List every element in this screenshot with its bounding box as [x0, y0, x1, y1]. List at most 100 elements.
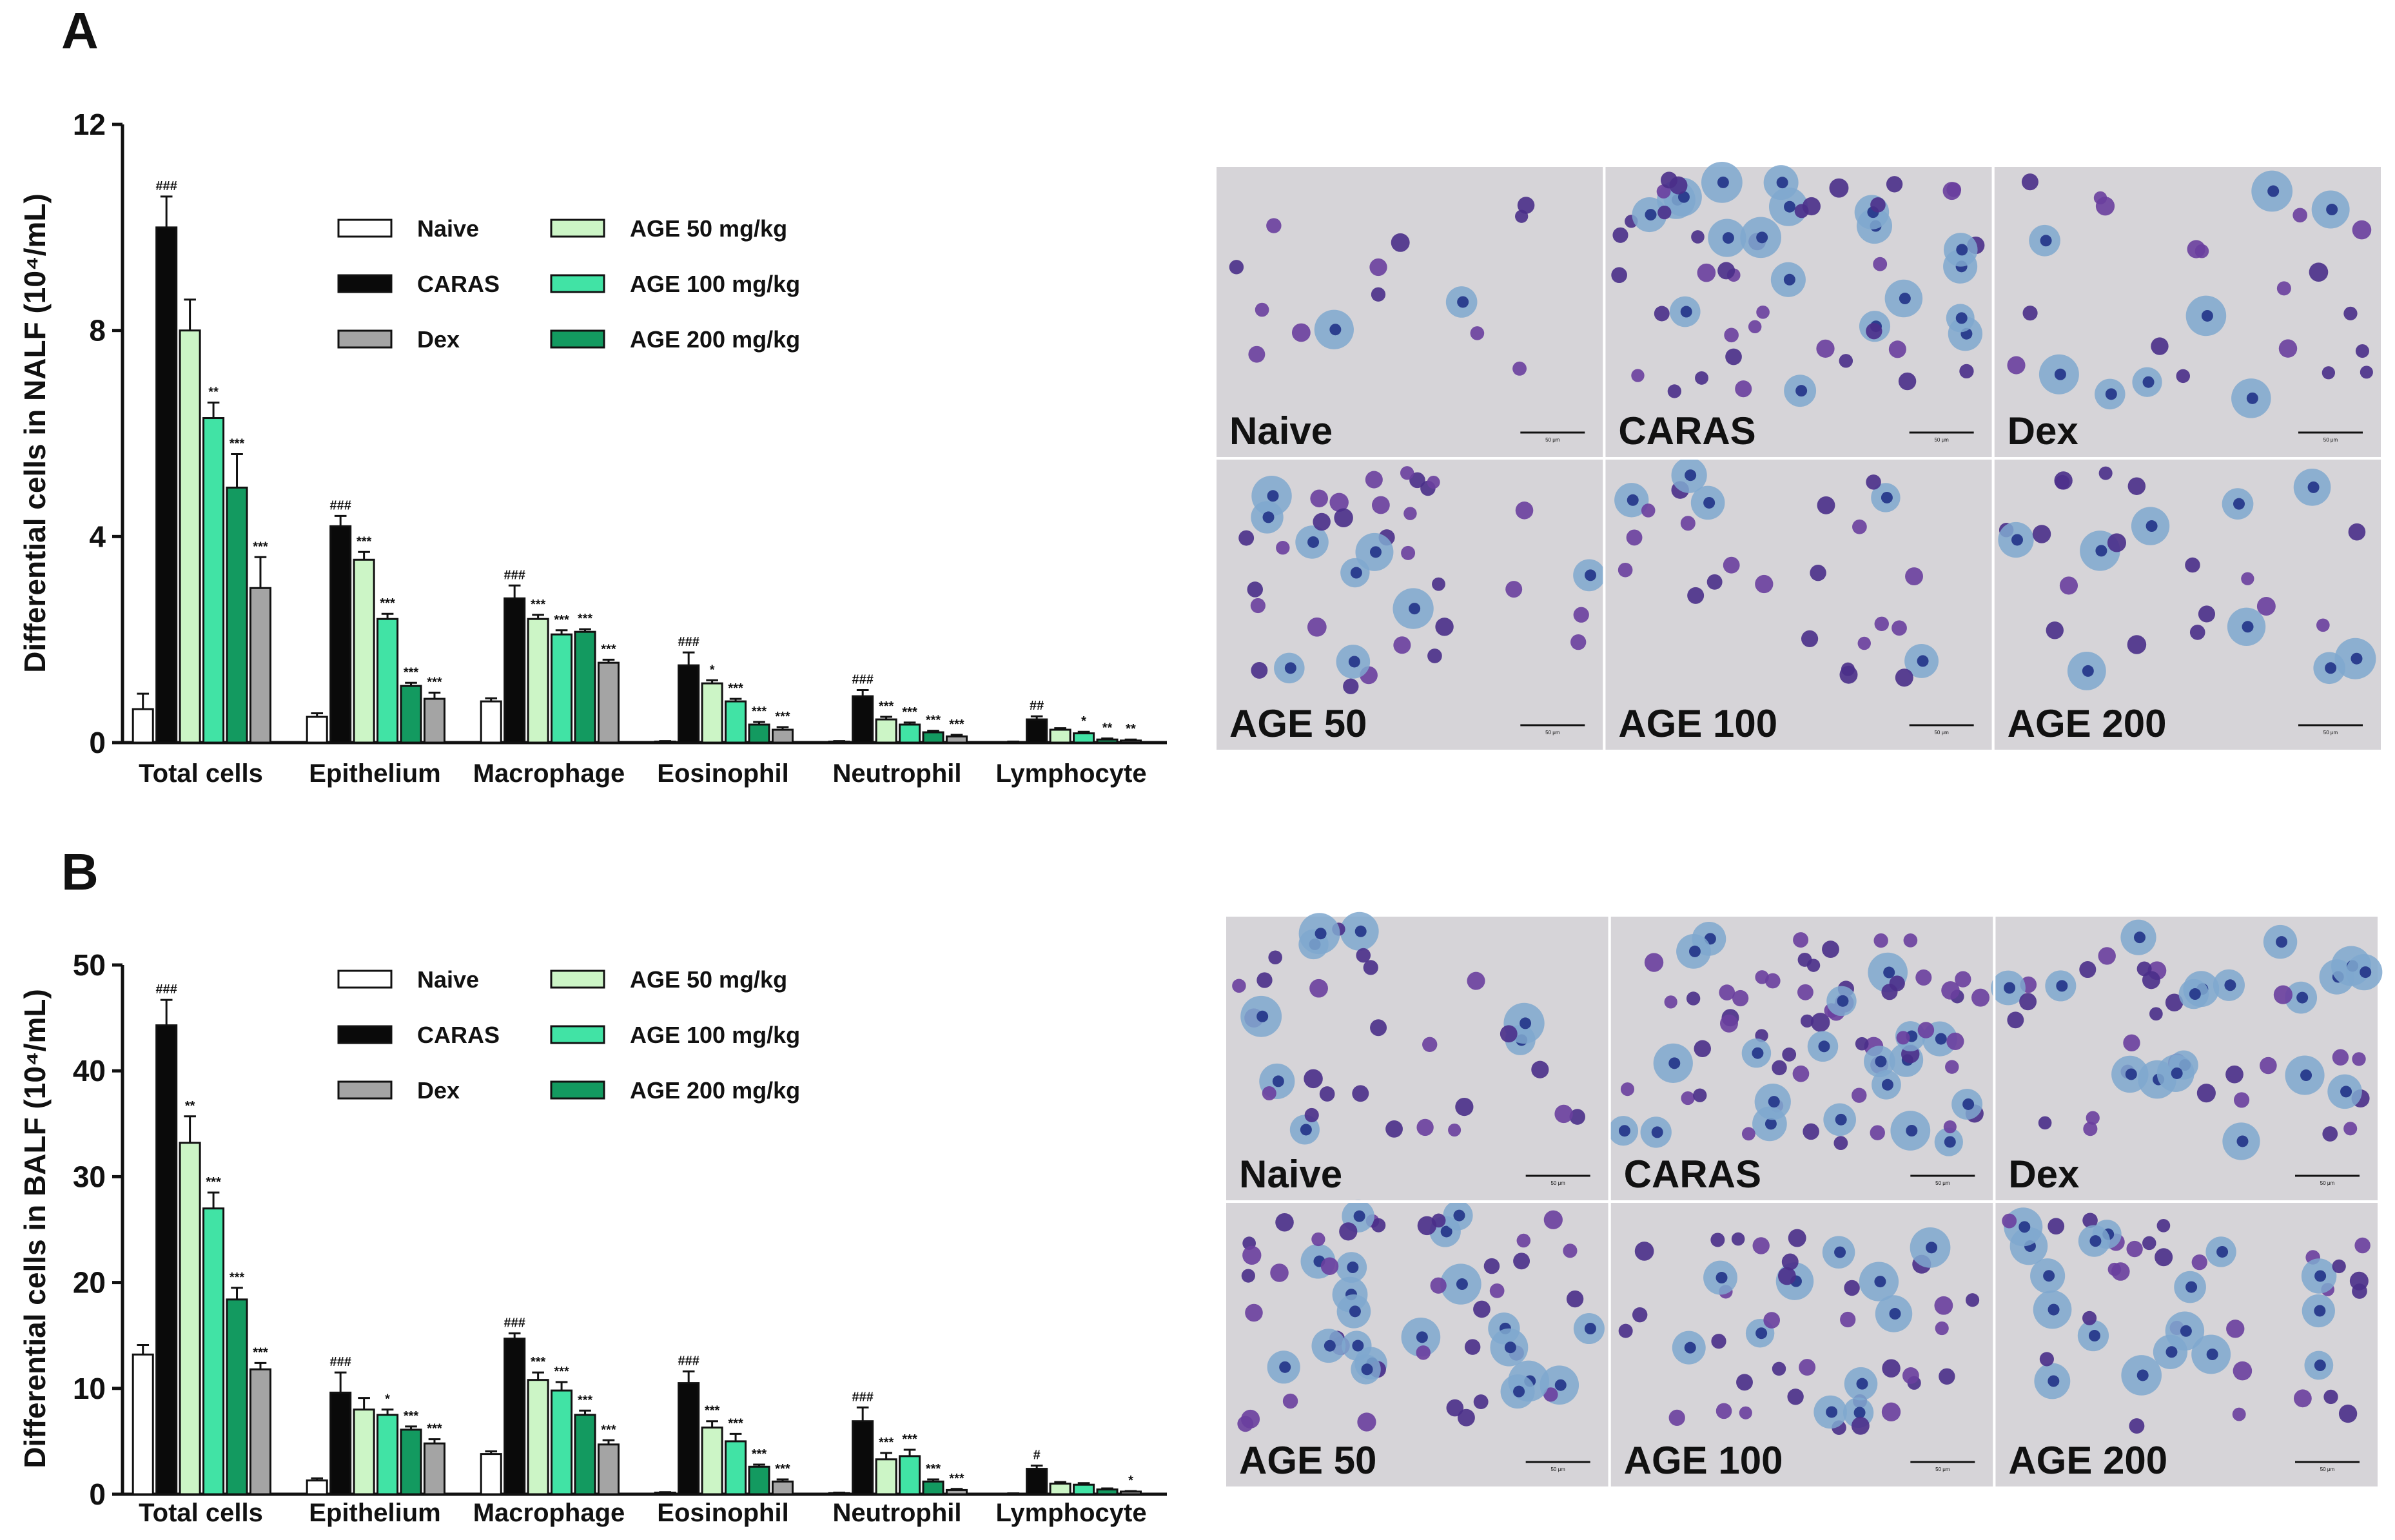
micrograph-label: Naive: [1239, 1153, 1342, 1196]
cell: [1427, 476, 1440, 489]
cell: [1446, 1399, 1464, 1417]
cell-nucleus: [1688, 945, 1701, 957]
x-category-label: Lymphocyte: [995, 1499, 1146, 1527]
cell: [1319, 1086, 1335, 1102]
x-category-label: Neutrophil: [833, 759, 962, 788]
x-category-label: Macrophage: [473, 759, 625, 788]
cell: [1888, 340, 1906, 358]
cell: [1634, 1242, 1654, 1261]
cell: [1357, 1412, 1376, 1432]
cell: [2273, 985, 2292, 1004]
scale-bar-label: 50 μm: [2323, 730, 2338, 736]
cell: [1873, 933, 1888, 948]
significance-label: ###: [155, 179, 177, 193]
cell: [1833, 1136, 1848, 1151]
cell: [1852, 519, 1867, 534]
cell: [1250, 598, 1266, 614]
cell: [1618, 562, 1633, 578]
micrograph-label: AGE 100: [1624, 1439, 1783, 1482]
significance-label: ###: [678, 1354, 699, 1369]
cell: [2332, 1259, 2346, 1274]
cell: [1238, 530, 1255, 546]
significance-label: ***: [578, 612, 593, 626]
cell: [1500, 1025, 1518, 1043]
cell-nucleus: [1348, 656, 1360, 668]
cell: [2083, 1122, 2098, 1136]
bar-age-200-mg-kg-eosinophil: [748, 723, 770, 744]
cell: [1840, 1311, 1856, 1328]
cell-nucleus: [2019, 1221, 2031, 1233]
cell-nucleus: [1284, 662, 1296, 674]
cell: [2348, 523, 2366, 541]
cell: [1739, 1406, 1752, 1419]
cell: [1945, 1060, 1959, 1074]
cell: [1569, 1109, 1585, 1125]
micrograph-label: Dex: [2008, 1153, 2079, 1196]
cell: [1483, 1258, 1500, 1274]
cell-nucleus: [2136, 1369, 2149, 1381]
cell: [1543, 1210, 1563, 1229]
cell: [1241, 1269, 1255, 1283]
cell: [1735, 380, 1752, 398]
cell: [1291, 323, 1311, 342]
significance-label: ***: [531, 1355, 546, 1369]
cell-nucleus: [2040, 235, 2052, 247]
cell-nucleus: [1585, 569, 1597, 581]
cell-nucleus: [1776, 177, 1788, 189]
cell: [2054, 471, 2073, 490]
significance-label: **: [1126, 722, 1136, 736]
y-tick-label: 30: [73, 1160, 106, 1193]
legend-label: Dex: [417, 326, 460, 353]
cell: [1959, 364, 1974, 379]
significance-label: *: [385, 1392, 390, 1407]
bar-age-100-mg-kg-neutrophil: [899, 1455, 921, 1496]
scale-bar-label: 50 μm: [1935, 1180, 1950, 1186]
significance-label: ***: [752, 705, 767, 719]
significance-label: ###: [329, 1355, 351, 1369]
cell-nucleus: [2056, 980, 2068, 992]
cell: [1245, 1303, 1263, 1322]
cell: [1896, 1031, 1910, 1045]
cell-nucleus: [1369, 546, 1382, 558]
cell: [1310, 489, 1328, 508]
cell: [2195, 244, 2209, 258]
cell: [2360, 366, 2373, 379]
legend-label: AGE 50 mg/kg: [630, 215, 787, 242]
cell-nucleus: [1504, 1341, 1516, 1354]
bar-caras-neutrophil: [852, 1420, 874, 1496]
cell: [1755, 574, 1774, 594]
significance-label: ***: [230, 1271, 245, 1285]
cell: [1531, 1060, 1549, 1078]
cell: [1512, 361, 1527, 376]
cell-nucleus: [2360, 966, 2372, 979]
bar-age-50-mg-kg-epithelium: [353, 1408, 375, 1496]
bar-age-50-mg-kg-lymphocyte: [1049, 728, 1071, 744]
bar-age-50-mg-kg-epithelium: [353, 558, 375, 744]
x-category-label: Macrophage: [473, 1499, 625, 1527]
cell-nucleus: [2146, 520, 2158, 532]
significance-label: ***: [879, 1436, 894, 1450]
cell: [1654, 306, 1670, 322]
cell: [1680, 516, 1696, 531]
cell: [1852, 1087, 1867, 1103]
cell: [1941, 981, 1960, 1000]
scale-bar-label: 50 μm: [1545, 437, 1560, 443]
cell-nucleus: [2340, 1086, 2352, 1098]
cell: [1241, 1409, 1260, 1428]
cell: [1668, 1409, 1685, 1426]
cell: [2007, 1011, 2024, 1029]
y-tick-label: 0: [89, 1477, 106, 1511]
cell-nucleus: [2189, 988, 2201, 1000]
cell: [1657, 205, 1672, 220]
cell-nucleus: [1416, 1331, 1428, 1343]
cell-nucleus: [1680, 306, 1692, 318]
x-category-label: Epithelium: [309, 759, 440, 788]
bar-age-50-mg-kg-eosinophil: [701, 682, 723, 744]
micrograph-age-50: AGE 50 50 μm: [1226, 1200, 1608, 1486]
cell-nucleus: [2082, 665, 2094, 677]
legend-swatch-age-200-mg-kg: [550, 329, 605, 349]
y-tick-label: 4: [89, 520, 106, 553]
x-category-label: Lymphocyte: [995, 759, 1146, 788]
cell: [1632, 1307, 1648, 1323]
cell: [2233, 1361, 2253, 1381]
